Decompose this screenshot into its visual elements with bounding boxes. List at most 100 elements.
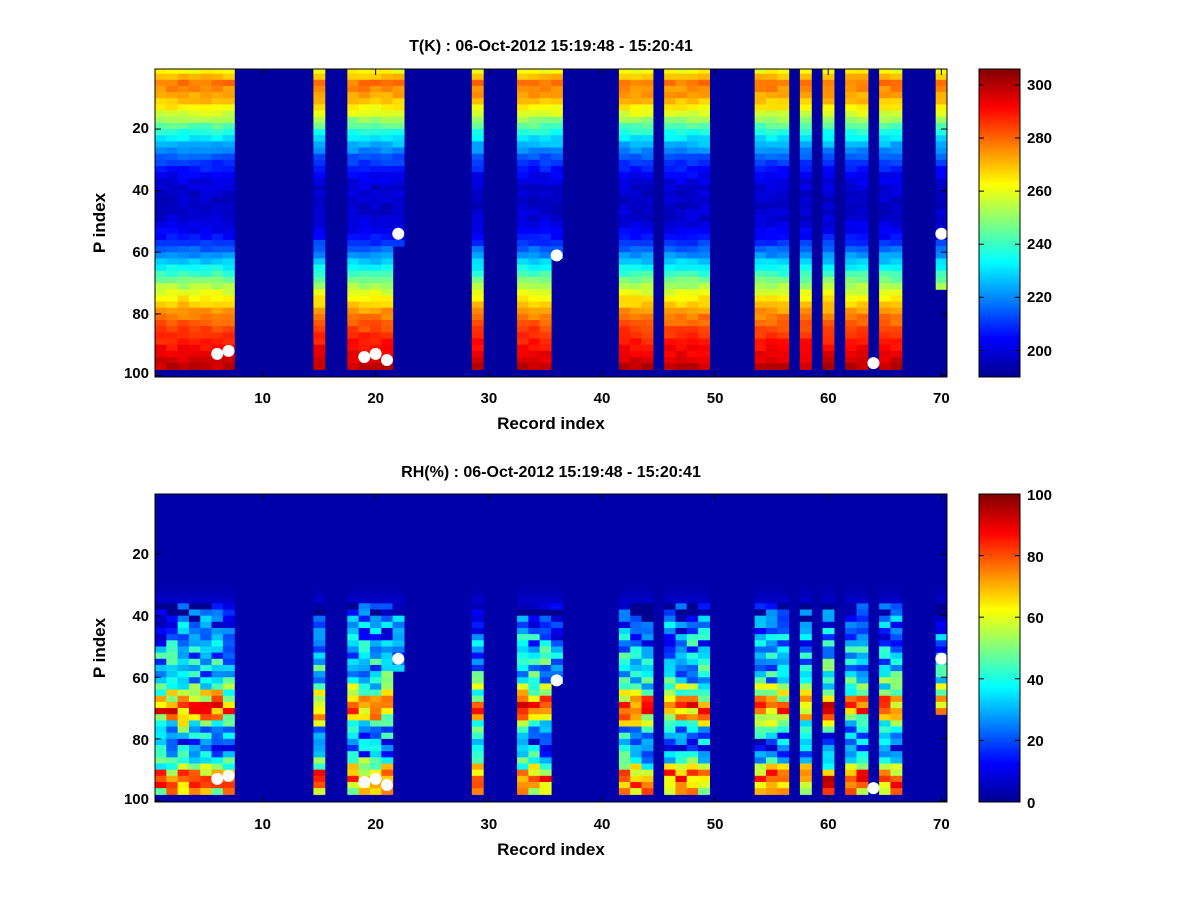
heatmap-cell (630, 313, 643, 321)
heatmap-cell (856, 69, 869, 75)
heatmap-cell (222, 578, 235, 586)
heatmap-cell (686, 153, 699, 161)
heatmap-cell (347, 738, 360, 746)
heatmap-cell (358, 560, 371, 567)
heatmap-cell (686, 745, 699, 752)
heatmap-cell (539, 283, 552, 290)
heatmap-column (358, 494, 371, 795)
heatmap-cell (155, 246, 167, 253)
heatmap-cell (200, 283, 213, 290)
heatmap-cell (664, 338, 677, 346)
heatmap-cell (777, 554, 790, 561)
heatmap-cell (528, 701, 541, 709)
heatmap-cell (765, 494, 778, 500)
heatmap-cell (313, 708, 326, 715)
heatmap-cell (177, 283, 190, 290)
heatmap-cell (618, 498, 631, 506)
heatmap-cell (539, 745, 552, 752)
heatmap-cell (313, 745, 326, 752)
heatmap-cell (630, 788, 643, 795)
surface-marker (358, 350, 371, 363)
heatmap-cell (517, 178, 529, 186)
heatmap-cell (686, 264, 699, 272)
heatmap-cell (765, 73, 778, 81)
heatmap-cell (618, 775, 631, 783)
heatmap-cell (539, 246, 552, 253)
heatmap-cell (698, 320, 710, 327)
heatmap-cell (155, 122, 167, 130)
heatmap-cell (641, 79, 654, 87)
heatmap-cell (528, 677, 541, 685)
heatmap-cell (369, 757, 382, 765)
heatmap-cell (698, 85, 710, 93)
heatmap-cell (641, 104, 654, 112)
heatmap-cell (845, 92, 858, 99)
heatmap-cell (313, 307, 326, 315)
heatmap-cell (630, 652, 643, 660)
heatmap-cell (822, 159, 835, 167)
heatmap-cell (754, 172, 767, 179)
heatmap-cell (347, 79, 360, 87)
heatmap-cell (551, 221, 563, 229)
heatmap-cell (347, 554, 360, 561)
heatmap-cell (675, 732, 688, 740)
heatmap-cell (641, 73, 654, 81)
heatmap-cell (890, 689, 903, 697)
heatmap-cell (517, 116, 529, 124)
heatmap-cell (765, 732, 778, 740)
heatmap-cell (200, 129, 213, 136)
heatmap-cell (675, 363, 688, 370)
heatmap-cell (381, 584, 394, 592)
heatmap-cell (675, 209, 688, 216)
heatmap-cell (856, 363, 869, 370)
heatmap-cell (347, 547, 360, 555)
heatmap-cell (698, 517, 710, 524)
heatmap-cell (630, 671, 643, 678)
heatmap-cell (539, 190, 552, 198)
heatmap-cell (166, 738, 179, 746)
heatmap-cell (698, 775, 710, 783)
heatmap-cell (188, 591, 201, 598)
heatmap-cell (777, 320, 790, 327)
heatmap-cell (177, 634, 190, 641)
heatmap-cell (381, 732, 394, 740)
heatmap-cell (528, 745, 541, 752)
heatmap-cell (777, 640, 790, 648)
heatmap-cell (358, 233, 371, 241)
heatmap-cell (313, 677, 326, 685)
heatmap-cell (765, 701, 778, 709)
heatmap-cell (879, 196, 892, 204)
heatmap-cell (539, 621, 552, 629)
heatmap-cell (935, 98, 947, 106)
heatmap-cell (890, 221, 903, 229)
heatmap-cell (222, 116, 235, 124)
heatmap-cell (675, 664, 688, 672)
heatmap-cell (177, 720, 190, 728)
x-tick-label: 40 (594, 390, 611, 407)
heatmap-cell (369, 92, 382, 99)
heatmap-cell (890, 517, 903, 524)
heatmap-cell (675, 745, 688, 752)
humidity-colorbar: 0 20 40 60 80 100 (978, 487, 1052, 812)
heatmap-cell (664, 708, 677, 715)
y-tick-label: 100 (124, 365, 149, 382)
heatmap-cell (822, 178, 835, 186)
heatmap-cell (856, 221, 869, 229)
heatmap-cell (765, 689, 778, 697)
heatmap-cell (528, 350, 541, 358)
heatmap-cell (200, 85, 213, 93)
heatmap-cell (822, 554, 835, 561)
heatmap-cell (347, 788, 360, 795)
heatmap-cell (369, 584, 382, 592)
heatmap-cell (630, 202, 643, 210)
heatmap-cell (313, 252, 326, 260)
heatmap-cell (890, 246, 903, 253)
heatmap-cell (188, 116, 201, 124)
heatmap-cell (890, 356, 903, 364)
heatmap-cell (754, 270, 767, 278)
heatmap-cell (765, 153, 778, 161)
heatmap-cell (369, 738, 382, 746)
heatmap-cell (177, 572, 190, 580)
x-axis-label: Record index (497, 840, 605, 859)
colorbar-tick-label: 100 (1027, 487, 1052, 504)
